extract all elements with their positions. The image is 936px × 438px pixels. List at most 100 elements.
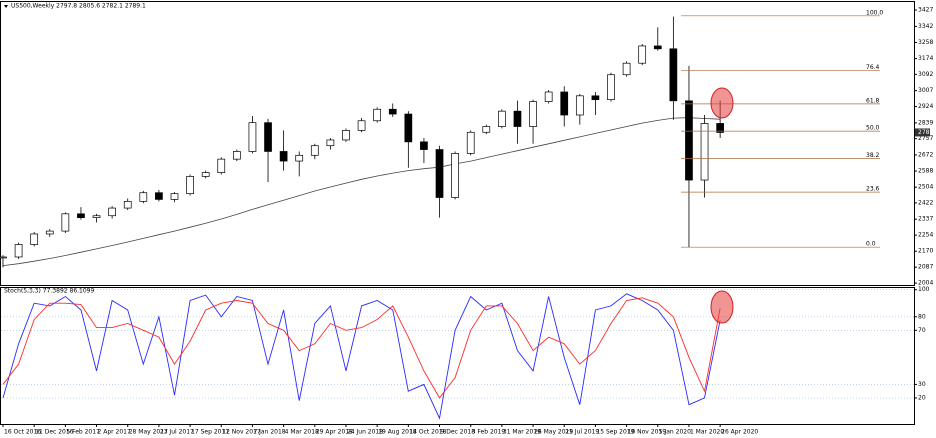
stoch-line <box>2 293 721 420</box>
y-tick-label: 2672 <box>918 151 933 158</box>
candle-body <box>248 122 257 152</box>
candle-body <box>451 153 459 198</box>
candle-body <box>326 139 335 147</box>
candle-body <box>388 108 397 115</box>
stoch-panel <box>0 287 915 425</box>
y-tick-label: 3007 <box>918 87 933 94</box>
x-tick-label: 29 Apr 2018 <box>316 429 353 436</box>
x-tick-label: 2 Apr 2017 <box>98 429 131 436</box>
candle-body <box>716 123 724 133</box>
y-tick-label: 2839 <box>918 119 933 126</box>
stoch-line <box>2 297 721 399</box>
candle-body <box>170 193 179 200</box>
x-tick-label: 21 Jul 2019 <box>565 429 599 436</box>
x-tick-label: 26 Apr 2020 <box>721 429 758 436</box>
candle-body <box>498 110 506 127</box>
candle-body <box>233 151 241 160</box>
candle-body <box>310 145 319 156</box>
highlight-circle <box>710 290 734 324</box>
y-tick-label: 3174 <box>918 55 933 62</box>
y-tick-label: 2588 <box>918 168 933 175</box>
fib-label: 0.0 <box>866 241 876 248</box>
candle-body <box>513 110 522 127</box>
candle-body <box>544 91 553 102</box>
y-tick-label: 2504 <box>918 184 933 191</box>
x-tick-label: 12 Nov 2017 <box>222 429 261 436</box>
candle-body <box>669 48 678 102</box>
x-tick-label: 1 Mar 2020 <box>690 429 724 436</box>
y-tick-label: 3092 <box>918 71 933 78</box>
fib-label: 100.0 <box>866 9 883 16</box>
last-price-label: 2789 <box>918 129 933 136</box>
x-tick-label: 9 Dec 2018 <box>441 429 476 436</box>
fib-label: 23.6 <box>866 186 880 193</box>
candle-body <box>123 200 132 209</box>
x-tick-label: 4 Mar 2018 <box>285 429 319 436</box>
x-tick-label: 14 Oct 2018 <box>409 429 446 436</box>
x-tick-label: 17 Sep 2017 <box>191 429 229 436</box>
candle-body <box>435 149 444 198</box>
last-price-box <box>915 128 930 137</box>
candle-body <box>92 215 101 219</box>
x-tick-label: 15 Sep 2019 <box>596 429 634 436</box>
x-tick-label: 11 Dec 2016 <box>35 429 74 436</box>
candle-body <box>0 256 7 259</box>
price-panel <box>0 1 915 286</box>
candle-body <box>155 192 163 200</box>
candle-body <box>279 151 288 162</box>
candle-body <box>357 120 366 131</box>
candle-body <box>201 172 210 177</box>
candle-body <box>30 233 39 245</box>
y-tick-label: 80 <box>918 313 926 320</box>
highlight-circle <box>710 87 734 119</box>
stoch-title: Stoch(5,3,3) 77.3892 86.1099 <box>4 288 95 295</box>
y-tick-label: 2337 <box>918 216 933 223</box>
marks: 2004 2087 2170 2254 2337 2422 2504 2588 2672 2757… <box>0 7 933 436</box>
candle-body <box>45 230 54 235</box>
candle-body <box>560 91 569 116</box>
x-tick-label: 7 Jan 2018 <box>253 429 285 436</box>
x-tick-label: 24 Jun 2018 <box>347 429 383 436</box>
fib-label: 50.0 <box>866 125 880 132</box>
candle-body <box>685 100 693 181</box>
candle-body <box>529 101 537 127</box>
candle-body <box>61 213 70 232</box>
y-tick-label: 70 <box>918 327 926 334</box>
candle-body <box>591 95 600 101</box>
candle-body <box>342 130 350 141</box>
moving-average <box>2 117 721 266</box>
candle-body <box>264 122 272 152</box>
y-tick-label: 2087 <box>918 264 933 271</box>
y-tick-label: 2004 <box>918 280 933 287</box>
candle-body <box>139 192 148 202</box>
y-tick-label: 2924 <box>918 103 933 110</box>
candle-body <box>217 158 226 173</box>
x-tick-label: 23 Jul 2017 <box>160 429 194 436</box>
candle-body <box>404 113 413 143</box>
x-tick-label: 5 Feb 2017 <box>66 429 100 436</box>
candle-body <box>700 123 709 181</box>
candle-body <box>575 95 584 116</box>
y-tick-label: 2757 <box>918 135 933 142</box>
y-tick-label: 3427 <box>918 7 933 14</box>
candle-body <box>638 45 647 64</box>
candle-body <box>653 45 662 50</box>
y-tick-label: 30 <box>918 381 926 388</box>
y-tick-label: 3258 <box>918 39 933 46</box>
y-tick-label: 100 <box>918 286 930 293</box>
y-tick-label: 3342 <box>918 23 933 30</box>
x-tick-label: 5 Jan 2020 <box>659 429 691 436</box>
x-tick-label: 3 Feb 2019 <box>472 429 506 436</box>
y-tick-label: 20 <box>918 394 926 401</box>
fib-label: 61.8 <box>866 97 880 104</box>
candle-body <box>186 176 194 195</box>
x-tick-label: 19 Aug 2018 <box>378 429 417 436</box>
y-tick-label: 2422 <box>918 199 933 206</box>
x-tick-label: 10 Nov 2019 <box>628 429 667 436</box>
candle-body <box>108 207 116 217</box>
candle-body <box>373 108 382 122</box>
fib-label: 38.2 <box>866 152 880 159</box>
menu-arrow <box>4 5 8 8</box>
